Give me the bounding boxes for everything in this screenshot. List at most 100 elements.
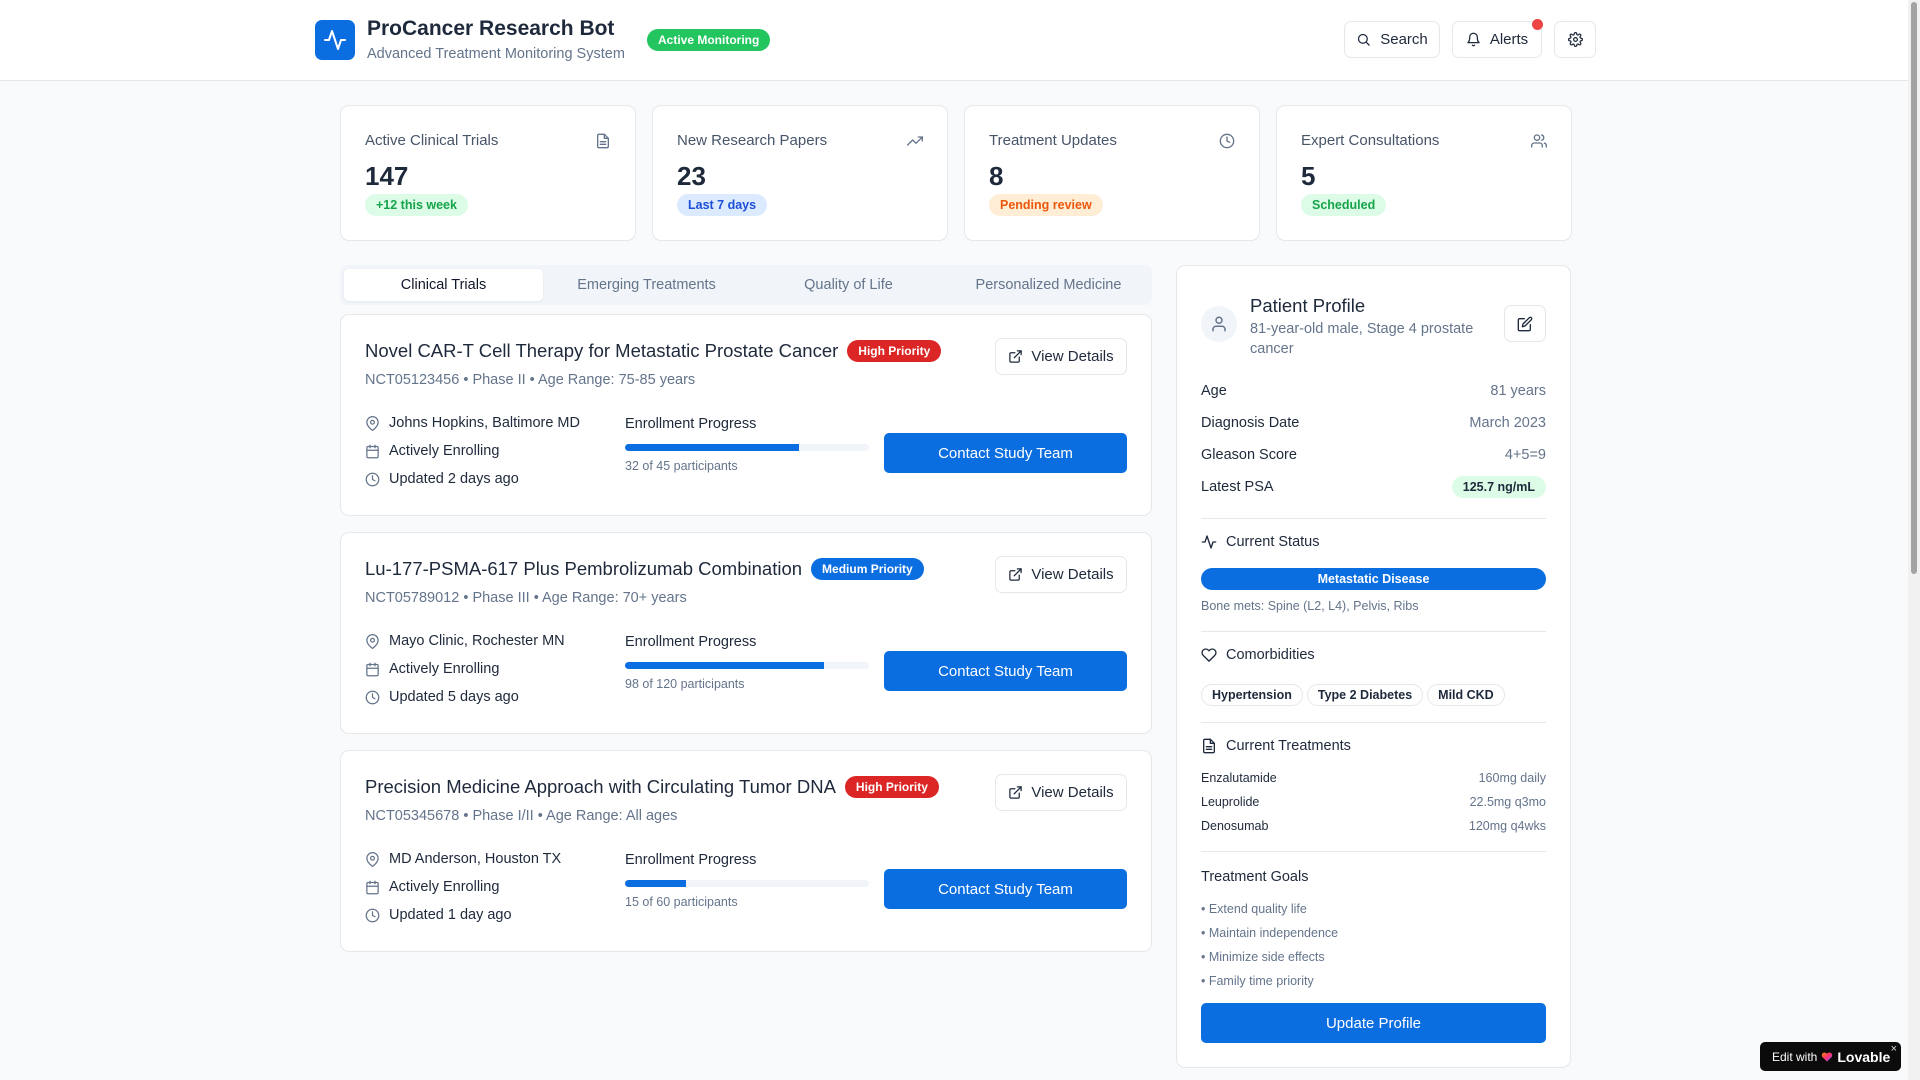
map-pin-icon [366, 415, 379, 431]
edit-profile-button[interactable] [1504, 305, 1546, 342]
heart-icon [1201, 648, 1217, 662]
current-status-heading: Current Status [1201, 534, 1320, 550]
goal-item: • Extend quality life [1201, 902, 1307, 916]
location-text: MD Anderson, Houston TX [389, 851, 562, 867]
stat-value: 147 [365, 161, 409, 191]
comorbidity-chip: Hypertension [1201, 684, 1303, 706]
edit-with-lovable-badge[interactable]: Edit with Lovable × [1760, 1042, 1901, 1071]
enrollment-count: 98 of 120 participants [625, 677, 745, 691]
stat-label: New Research Papers [677, 132, 828, 149]
updated-text: Updated 1 day ago [389, 907, 512, 923]
stat-value: 8 [989, 161, 1004, 191]
scrollbar-thumb[interactable] [1911, 2, 1917, 574]
activity-icon [1201, 535, 1217, 549]
stat-card-clinical-trials: Active Clinical Trials 147 +12 this week [340, 105, 636, 241]
treatment-dose: 120mg q4wks [1468, 819, 1546, 833]
tab-emerging-treatments[interactable]: Emerging Treatments [577, 277, 716, 293]
search-icon [1358, 33, 1370, 46]
trial-updated: Updated 2 days ago [365, 471, 519, 487]
treatment-name: Enzalutamide [1201, 771, 1277, 785]
disease-status-badge: Metastatic Disease [1201, 568, 1546, 590]
tab-quality-of-life[interactable]: Quality of Life [804, 277, 893, 293]
lovable-brand: Lovable [1837, 1048, 1891, 1065]
section-heading-text: Treatment Goals [1201, 869, 1309, 885]
patient-description: 81-year-old male, Stage 4 prostate cance… [1250, 321, 1474, 357]
clock-icon [1219, 133, 1235, 149]
monitoring-status-badge: Active Monitoring [647, 29, 771, 51]
treatment-row: Denosumab 120mg q4wks [1201, 819, 1546, 833]
priority-badge: High Priority [844, 776, 939, 798]
search-button[interactable]: Search [1344, 21, 1440, 58]
users-icon [1531, 134, 1547, 148]
stat-badge: Pending review [989, 194, 1103, 216]
section-heading-text: Current Status [1226, 534, 1320, 550]
stat-value: 23 [677, 161, 706, 191]
divider [1201, 851, 1546, 852]
current-treatments-heading: Current Treatments [1201, 738, 1351, 754]
trial-status: Actively Enrolling [365, 879, 499, 895]
comorbidities-heading: Comorbidities [1201, 647, 1315, 663]
trial-card: Lu-177-PSMA-617 Plus Pembrolizumab Combi… [340, 532, 1152, 734]
treatment-dose: 22.5mg q3mo [1469, 795, 1546, 809]
treatment-dose: 160mg daily [1478, 771, 1546, 785]
priority-badge: Medium Priority [811, 558, 924, 580]
document-icon [1203, 738, 1215, 754]
contact-study-team-button[interactable]: Contact Study Team [884, 869, 1127, 909]
page-scrollbar[interactable] [1908, 0, 1920, 1080]
trial-card: Precision Medicine Approach with Circula… [340, 750, 1152, 952]
contact-study-team-button[interactable]: Contact Study Team [884, 651, 1127, 691]
gear-icon [1567, 32, 1583, 47]
enrollment-label: Enrollment Progress [625, 634, 757, 650]
stat-label: Active Clinical Trials [365, 132, 499, 149]
trial-title: Precision Medicine Approach with Circula… [365, 776, 836, 797]
contact-study-team-button[interactable]: Contact Study Team [884, 433, 1127, 473]
section-heading-text: Current Treatments [1226, 738, 1351, 754]
field-value: March 2023 [1469, 415, 1546, 431]
view-details-button[interactable]: View Details [995, 556, 1127, 593]
stat-label: Treatment Updates [989, 132, 1117, 149]
field-diagnosis-date: Diagnosis Date March 2023 [1201, 415, 1546, 431]
external-link-icon [1009, 568, 1023, 581]
alert-notification-dot [1532, 19, 1543, 30]
view-details-button[interactable]: View Details [995, 774, 1127, 811]
update-profile-button[interactable]: Update Profile [1201, 1003, 1546, 1043]
tab-clinical-trials[interactable]: Clinical Trials [344, 269, 543, 301]
field-value: 4+5=9 [1504, 447, 1546, 463]
trending-up-icon [907, 136, 923, 146]
status-detail: Bone mets: Spine (L2, L4), Pelvis, Ribs [1201, 599, 1419, 613]
updated-text: Updated 2 days ago [389, 471, 519, 487]
stat-badge: Scheduled [1301, 194, 1387, 216]
enrollment-label: Enrollment Progress [625, 416, 757, 432]
field-gleason-score: Gleason Score 4+5=9 [1201, 447, 1546, 463]
stat-card-expert-consultations: Expert Consultations 5 Scheduled [1276, 105, 1572, 241]
enrollment-count: 32 of 45 participants [625, 459, 738, 473]
field-label: Gleason Score [1201, 447, 1297, 463]
goal-item: • Minimize side effects [1201, 950, 1325, 964]
priority-badge: High Priority [847, 340, 942, 362]
user-icon [1212, 316, 1226, 332]
trial-meta: NCT05345678 • Phase I/II • Age Range: Al… [365, 808, 678, 824]
trial-updated: Updated 5 days ago [365, 689, 519, 705]
calendar-icon [366, 880, 379, 894]
view-details-button[interactable]: View Details [995, 338, 1127, 375]
status-text: Actively Enrolling [389, 661, 500, 677]
close-icon[interactable]: × [1890, 1043, 1897, 1055]
app-header: ProCancer Research Bot Advanced Treatmen… [0, 0, 1920, 81]
settings-button[interactable] [1554, 21, 1596, 58]
psa-badge: 125.7 ng/mL [1451, 476, 1546, 498]
map-pin-icon [366, 633, 379, 649]
alerts-button[interactable]: Alerts [1452, 19, 1543, 58]
field-label: Latest PSA [1201, 479, 1274, 495]
location-text: Mayo Clinic, Rochester MN [389, 633, 565, 649]
tab-personalized-medicine[interactable]: Personalized Medicine [975, 277, 1122, 293]
stat-value: 5 [1301, 161, 1316, 191]
enrollment-progress-fill [625, 662, 825, 669]
enrollment-progress-bar [625, 444, 869, 451]
updated-text: Updated 5 days ago [389, 689, 519, 705]
external-link-icon [1009, 350, 1023, 363]
tab-bar: Clinical Trials Emerging Treatments Qual… [340, 265, 1152, 305]
enrollment-count: 15 of 60 participants [625, 895, 738, 909]
divider [1201, 722, 1546, 723]
field-latest-psa: Latest PSA 125.7 ng/mL [1201, 476, 1546, 498]
goal-item: • Maintain independence [1201, 926, 1339, 940]
